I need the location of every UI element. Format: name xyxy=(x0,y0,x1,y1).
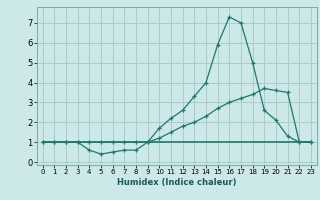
X-axis label: Humidex (Indice chaleur): Humidex (Indice chaleur) xyxy=(117,178,236,187)
